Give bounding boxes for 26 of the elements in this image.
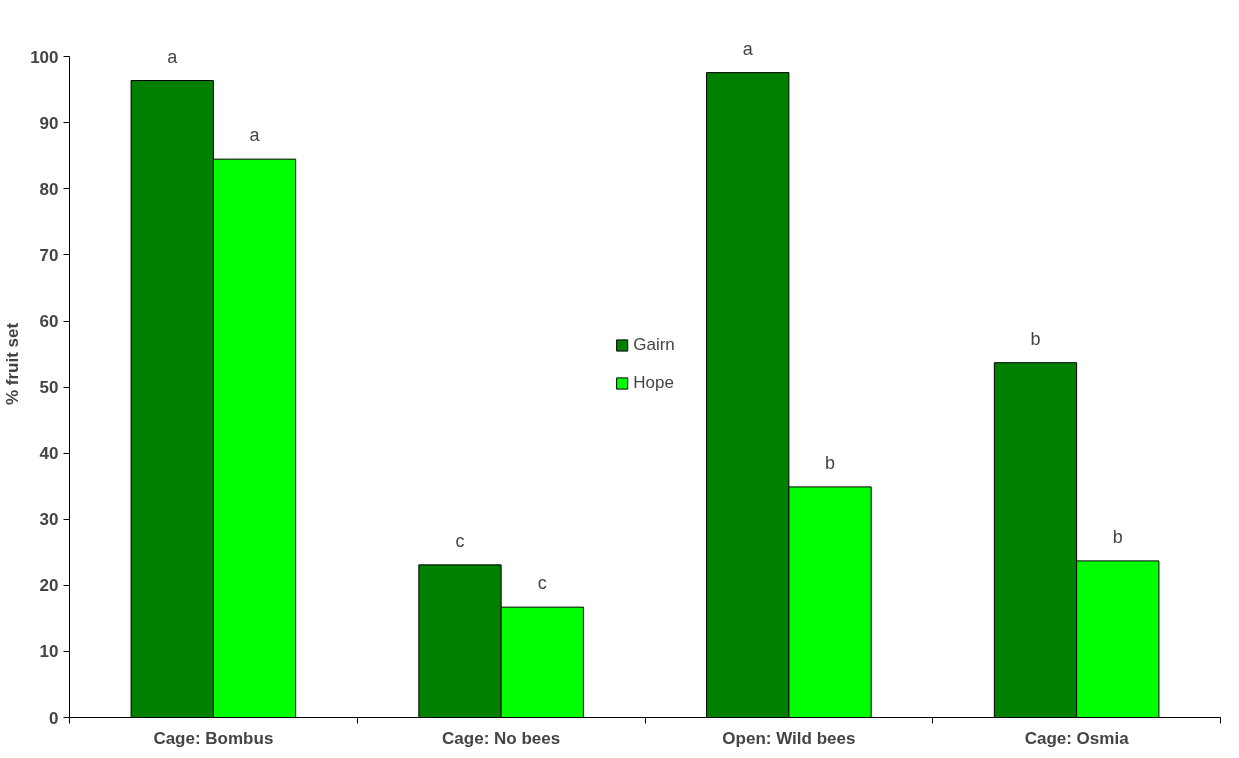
annotation: a bbox=[742, 38, 754, 59]
y-tick-label: 90 bbox=[39, 113, 59, 133]
annotation: c bbox=[455, 530, 465, 551]
y-tick-label: 80 bbox=[39, 179, 59, 199]
annotation: a bbox=[249, 125, 261, 146]
x-tick-label: Cage: No bees bbox=[442, 728, 561, 748]
x-tick-label: Open: Wild bees bbox=[722, 728, 856, 748]
y-tick-label: 60 bbox=[39, 312, 59, 332]
y-tick-label: 40 bbox=[39, 444, 59, 464]
legend-label: Hope bbox=[633, 372, 674, 393]
annotation: c bbox=[537, 573, 547, 594]
y-tick-label: 50 bbox=[39, 378, 59, 398]
y-tick-label: 100 bbox=[30, 47, 59, 67]
y-tick-label: 0 bbox=[49, 708, 59, 728]
y-tick-label: 10 bbox=[39, 642, 59, 662]
x-tick-label: Cage: Osmia bbox=[1024, 728, 1130, 748]
y-tick-label: 70 bbox=[39, 245, 59, 265]
y-tick-label: 20 bbox=[39, 576, 59, 596]
annotation: b bbox=[1030, 328, 1041, 349]
y-axis-title: % fruit set bbox=[3, 322, 23, 406]
annotation: b bbox=[1112, 526, 1123, 547]
annotation: b bbox=[825, 452, 836, 473]
annotation: a bbox=[167, 46, 179, 67]
x-tick-label: Cage: Bombus bbox=[153, 728, 274, 748]
y-tick-label: 30 bbox=[39, 510, 59, 530]
legend-label: Gairn bbox=[633, 334, 675, 355]
